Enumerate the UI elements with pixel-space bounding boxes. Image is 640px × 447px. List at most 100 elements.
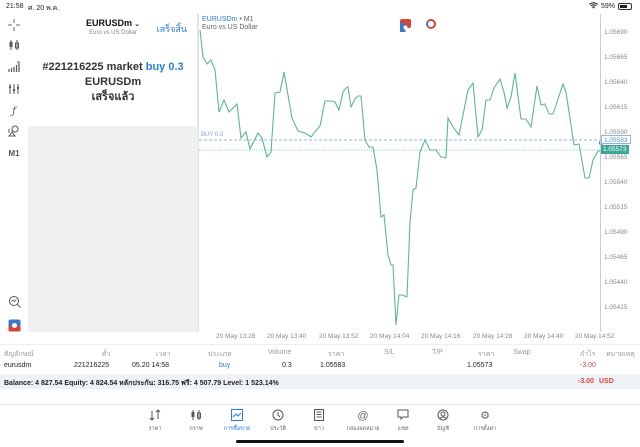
chart-type-icon[interactable] bbox=[0, 36, 28, 54]
one-click-panel-icon[interactable] bbox=[400, 19, 411, 32]
timeframe-m1-button[interactable]: M1 bbox=[8, 148, 20, 158]
tab-settings[interactable]: ⚙ การตั้งค่า bbox=[462, 409, 508, 433]
y-tick: 1.05415 bbox=[604, 304, 628, 311]
y-tick: 1.05465 bbox=[604, 254, 628, 261]
position-row[interactable]: eurusdm 221216225 05.20 14:58 buy 0.3 1.… bbox=[0, 358, 640, 374]
quotes-icon bbox=[132, 409, 178, 423]
tab-label: กล่องจดหมาย bbox=[346, 426, 380, 432]
x-tick: 20 May 13:28 bbox=[216, 333, 256, 340]
done-button[interactable]: เสร็จสิ้น bbox=[156, 24, 187, 34]
tab-news[interactable]: ข่าว bbox=[296, 409, 342, 433]
y-tick: 1.05615 bbox=[604, 104, 628, 111]
objects-icon[interactable] bbox=[0, 80, 28, 98]
y-tick: 1.05690 bbox=[604, 29, 628, 36]
tab-label: การตั้งค่า bbox=[473, 426, 497, 432]
col-profit[interactable]: กำไร bbox=[580, 351, 596, 358]
chart-description: Euro vs US Dollar bbox=[202, 24, 258, 31]
depth-of-market-icon[interactable] bbox=[426, 19, 436, 29]
y-tick: 1.05565 bbox=[604, 154, 628, 161]
price-chart[interactable] bbox=[198, 14, 600, 332]
account-summary: Balance: 4 827.54 Equity: 4 824.54 หลักป… bbox=[0, 374, 640, 389]
price-axis[interactable] bbox=[600, 14, 640, 332]
tab-label: ข่าว bbox=[314, 426, 324, 432]
symbol-description: Euro vs US Dollar bbox=[89, 30, 137, 36]
chat-icon bbox=[380, 409, 426, 423]
summary-text: Balance: 4 827.54 Equity: 4 824.54 หลักป… bbox=[4, 380, 279, 387]
mailbox-icon: @ bbox=[357, 410, 369, 422]
search-chart-icon[interactable] bbox=[0, 292, 28, 310]
col-ticket[interactable]: ตั๋ว bbox=[102, 351, 111, 358]
empty-panel-area bbox=[28, 126, 198, 332]
buy-order-label: BUY 0.3 bbox=[201, 132, 224, 138]
chart-icon bbox=[173, 409, 219, 423]
bottom-nav: ราคา กราฟ การซื้อขาย ประวัติ ข่าว @ กล่อ… bbox=[0, 404, 640, 447]
status-bar: 21:58 ศ. 20 พ.ค. 59% bbox=[0, 0, 640, 13]
wifi-icon bbox=[588, 2, 598, 11]
history-icon bbox=[255, 409, 301, 423]
col-comment[interactable]: หมายเหตุ bbox=[606, 351, 635, 358]
one-click-trading-icon[interactable] bbox=[0, 316, 28, 334]
tab-quotes[interactable]: ราคา bbox=[132, 409, 178, 433]
symbol-selector[interactable]: EURUSDm ⌄ Euro vs US Dollar bbox=[28, 18, 198, 36]
tab-accounts[interactable]: บัญชี bbox=[420, 409, 466, 433]
summary-profit: -3.00 bbox=[578, 378, 594, 385]
chart-timeframe: • M1 bbox=[237, 16, 254, 23]
row-type: buy bbox=[219, 362, 231, 369]
crosshair-icon[interactable] bbox=[0, 16, 28, 34]
settings-icon: ⚙ bbox=[480, 410, 490, 422]
function-icon[interactable]: ƒ bbox=[12, 105, 16, 117]
tab-label: กราฟ bbox=[189, 426, 203, 432]
col-open-price[interactable]: ราคา bbox=[328, 351, 345, 358]
tab-label: แชท bbox=[397, 426, 409, 432]
signals-icon[interactable] bbox=[0, 122, 28, 140]
row-symbol: eurusdm bbox=[4, 362, 32, 369]
col-price[interactable]: ราคา bbox=[478, 351, 495, 358]
battery-icon bbox=[618, 3, 632, 10]
order-result-ticket: #221216225 market bbox=[42, 61, 146, 73]
order-result-message: #221216225 market buy 0.3 EURUSDm เสร็จแ… bbox=[28, 60, 198, 105]
order-result-type: buy 0.3 bbox=[145, 61, 184, 73]
x-tick: 20 May 14:28 bbox=[473, 333, 513, 340]
col-symbol[interactable]: สัญลักษณ์ bbox=[4, 351, 34, 358]
chart-symbol: EURUSDm bbox=[202, 16, 238, 23]
chevron-down-icon[interactable]: ⌄ bbox=[134, 21, 140, 28]
tab-history[interactable]: ประวัติ bbox=[255, 409, 301, 433]
col-type[interactable]: ประเภท bbox=[208, 351, 232, 358]
row-time: 05.20 14:58 bbox=[132, 362, 169, 369]
y-tick: 1.05540 bbox=[604, 179, 628, 186]
price-line bbox=[199, 29, 600, 326]
time-axis[interactable] bbox=[198, 332, 640, 342]
indicators-icon[interactable] bbox=[0, 58, 28, 76]
tab-mailbox[interactable]: @ กล่องจดหมาย bbox=[340, 409, 386, 433]
left-toolbar: ƒ M1 bbox=[0, 14, 28, 340]
account-icon bbox=[420, 409, 466, 423]
status-date: ศ. 20 พ.ค. bbox=[28, 5, 60, 12]
y-tick: 1.05515 bbox=[604, 204, 628, 211]
y-tick: 1.05440 bbox=[604, 279, 628, 286]
x-tick: 20 May 14:04 bbox=[370, 333, 410, 340]
tab-chat[interactable]: แชท bbox=[380, 409, 426, 433]
col-swap[interactable]: Swap bbox=[513, 349, 531, 356]
news-icon bbox=[296, 409, 342, 423]
tab-chart[interactable]: กราฟ bbox=[173, 409, 219, 433]
y-tick: 1.05640 bbox=[604, 79, 628, 86]
chart-header: EURUSDm • M1 Euro vs US Dollar bbox=[202, 16, 258, 31]
symbol-name[interactable]: EURUSDm bbox=[86, 18, 133, 28]
bid-price-tag: 1.05573 bbox=[601, 145, 629, 154]
status-time: 21:58 bbox=[6, 3, 24, 10]
col-sl[interactable]: S/L bbox=[384, 349, 395, 356]
col-time[interactable]: เวลา bbox=[156, 351, 171, 358]
summary-currency: USD bbox=[599, 378, 614, 385]
status-right: 59% bbox=[588, 2, 632, 11]
home-indicator[interactable] bbox=[236, 440, 404, 443]
row-open-price: 1.05583 bbox=[320, 362, 346, 369]
col-volume[interactable]: Volume bbox=[268, 349, 292, 356]
battery-percent: 59% bbox=[600, 3, 615, 10]
trade-result-panel: EURUSDm ⌄ Euro vs US Dollar เสร็จสิ้น #22… bbox=[28, 14, 198, 126]
tab-label: การซื้อขาย bbox=[223, 426, 251, 432]
tab-label: ประวัติ bbox=[269, 426, 287, 432]
y-tick: 1.05665 bbox=[604, 54, 628, 61]
tab-trade[interactable]: การซื้อขาย bbox=[214, 409, 260, 433]
col-tp[interactable]: T/P bbox=[432, 349, 443, 356]
x-tick: 20 May 14:40 bbox=[524, 333, 564, 340]
